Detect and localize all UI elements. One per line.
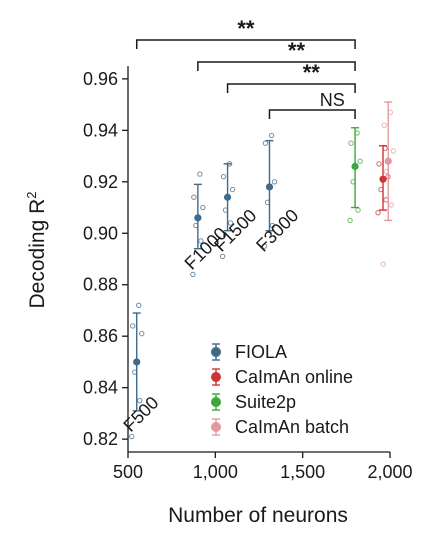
legend-marker (211, 372, 221, 382)
sample-point (190, 271, 196, 278)
data-series (129, 101, 396, 440)
sample-point (271, 179, 278, 185)
legend-label: CaImAn online (235, 367, 353, 387)
y-axis-title-superscript: 2 (24, 192, 39, 199)
mean-point (265, 183, 274, 191)
sample-point (261, 243, 268, 249)
legend-label: CaImAn batch (235, 417, 349, 437)
y-axis-title-main: Decoding R (26, 199, 49, 309)
sample-point (129, 433, 135, 440)
sample-point (191, 194, 197, 200)
x-axis-title: Number of neurons (168, 504, 348, 527)
x-tick-label: 1,500 (280, 462, 325, 482)
mean-point (384, 157, 392, 165)
significance-bracket (135, 39, 356, 49)
sample-point (347, 217, 353, 224)
sample-point (219, 253, 226, 260)
legend-label: Suite2p (235, 392, 296, 412)
sample-point (381, 122, 387, 128)
axes: 0.82 0.84 0.86 0.88 0.90 0.92 0.94 0.96 500 1,000… (83, 66, 413, 482)
significance-bracket (268, 109, 356, 119)
sample-point (355, 207, 361, 213)
sample-point (375, 209, 381, 216)
legend-marker (211, 422, 221, 432)
sample-point (268, 132, 275, 139)
y-axis-title: Decoding R2 (24, 192, 49, 309)
y-tick-label: 0.90 (83, 223, 118, 243)
y-tick-label: 0.92 (83, 172, 118, 192)
sample-point (376, 161, 382, 167)
mean-point (133, 358, 141, 366)
sample-point (269, 222, 276, 229)
sample-point (229, 186, 236, 193)
sample-point (390, 148, 396, 154)
legend: FIOLA CaImAn online Suite2p CaImAn batch (211, 342, 353, 437)
significance-label: ** (237, 16, 255, 41)
series-suite2p (347, 127, 363, 224)
significance-bracket (197, 61, 356, 71)
mean-point (194, 214, 202, 222)
legend-label: FIOLA (235, 342, 287, 362)
significance-bracket (226, 83, 356, 93)
series-caiman-online (375, 145, 391, 216)
legend-marker (211, 347, 221, 357)
mean-point (379, 175, 387, 183)
y-tick-label: 0.96 (83, 69, 118, 89)
mean-point (351, 162, 359, 170)
sample-point (380, 261, 386, 267)
sample-point (198, 238, 204, 244)
significance-label: ** (303, 60, 321, 85)
y-tick-label: 0.82 (83, 429, 118, 449)
point-label: F3000 (252, 205, 302, 255)
y-tick-label: 0.94 (83, 120, 118, 140)
sample-point (220, 173, 227, 180)
point-label: F500 (119, 392, 162, 435)
mean-point (223, 193, 232, 201)
sample-point (130, 323, 136, 329)
sample-point (262, 140, 269, 146)
significance-label: NS (320, 90, 345, 110)
x-tick-label: 1,000 (193, 462, 238, 482)
sample-point (139, 330, 145, 337)
series-caiman-batch (380, 101, 396, 267)
legend-marker (211, 397, 221, 407)
significance-brackets: ******NS (135, 16, 356, 119)
sample-point (137, 397, 143, 404)
significance-label: ** (288, 38, 306, 63)
x-tick-label: 500 (113, 462, 143, 482)
sample-point (357, 158, 363, 164)
sample-point (197, 171, 203, 177)
sample-point (227, 220, 234, 226)
sample-point (348, 140, 354, 146)
y-tick-label: 0.88 (83, 275, 118, 295)
y-tick-label: 0.84 (83, 378, 118, 398)
series-fiola (129, 132, 278, 440)
sample-point (136, 302, 142, 309)
sample-point (200, 204, 206, 211)
sample-point (388, 202, 394, 208)
x-tick-label: 2,000 (367, 462, 412, 482)
y-tick-label: 0.86 (83, 326, 118, 346)
